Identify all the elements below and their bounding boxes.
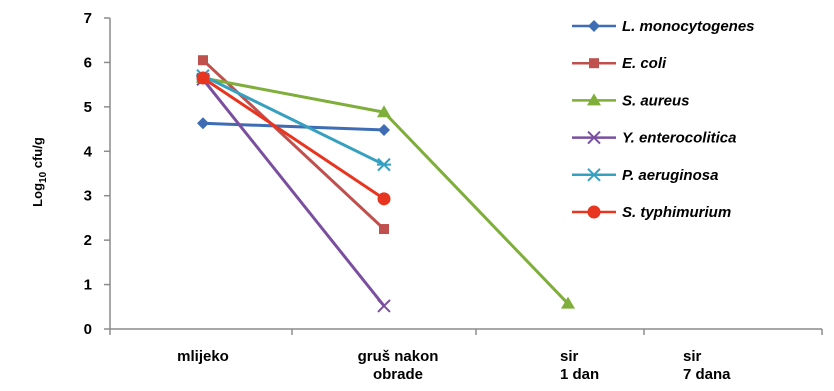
data-point xyxy=(377,105,391,118)
legend-label: Y. enterocolitica xyxy=(622,130,737,147)
y-axis-label-unit: cfu/g xyxy=(30,137,45,172)
legend: L. monocytogenes E. coli S. aureus Y. enter… xyxy=(572,18,755,221)
y-tick-label: 1 xyxy=(84,277,92,294)
y-axis-label: Log10 cfu/g xyxy=(30,137,49,207)
legend-marker xyxy=(587,168,601,182)
x-category-label: gruš nakon obrade xyxy=(358,348,439,383)
legend-label: S. aureus xyxy=(622,92,690,109)
legend-label: L. monocytogenes xyxy=(622,18,755,35)
legend-marker xyxy=(588,20,600,32)
legend-label: P. aeruginosa xyxy=(622,167,718,184)
data-point xyxy=(377,299,391,313)
series-line xyxy=(201,59,386,231)
data-point xyxy=(198,55,208,66)
legend-label: S. typhimurium xyxy=(622,204,731,221)
legend-item: Y. enterocolitica xyxy=(572,130,737,147)
data-point xyxy=(197,117,209,130)
data-point xyxy=(378,123,390,136)
legend-item: L. monocytogenes xyxy=(572,18,755,35)
legend-item: P. aeruginosa xyxy=(572,167,718,184)
y-tick-label: 7 xyxy=(84,10,92,27)
legend-marker xyxy=(589,58,599,69)
x-category-label: sir 7 dana xyxy=(683,348,731,383)
y-tick-label: 4 xyxy=(84,143,93,160)
series-line xyxy=(202,76,385,201)
data-point xyxy=(561,296,575,309)
y-axis-label-subscript: 10 xyxy=(38,171,49,183)
data-point xyxy=(377,192,391,206)
legend-label: E. coli xyxy=(622,55,667,72)
y-tick-label: 5 xyxy=(84,99,92,116)
series-5 xyxy=(196,71,391,206)
series-1 xyxy=(198,55,389,235)
y-tick-label: 6 xyxy=(84,54,92,71)
legend-marker xyxy=(587,93,601,106)
data-point xyxy=(379,224,389,235)
series-line xyxy=(201,78,386,307)
series-4 xyxy=(196,69,391,172)
series-layer xyxy=(196,55,575,313)
y-tick-label: 2 xyxy=(84,232,92,249)
y-tick-label: 0 xyxy=(84,321,92,338)
y-axis-label-base: Log xyxy=(30,183,45,207)
x-category-label: sir 1 dan xyxy=(560,348,599,383)
legend-marker xyxy=(587,205,601,219)
series-line xyxy=(202,121,385,132)
y-tick-label: 3 xyxy=(84,188,92,205)
series-0 xyxy=(197,117,390,136)
x-category-label: mlijeko xyxy=(177,348,229,365)
legend-item: E. coli xyxy=(572,55,667,72)
axes: 0 1 2 3 4 5 6 7 mlijeko gruš nakon obrade sir 1 dan s… xyxy=(84,10,823,383)
legend-marker xyxy=(587,130,601,145)
series-line xyxy=(202,74,385,166)
legend-item: S. aureus xyxy=(572,92,690,109)
data-point xyxy=(377,157,391,172)
legend-item: S. typhimurium xyxy=(572,204,731,221)
data-point xyxy=(196,71,210,85)
